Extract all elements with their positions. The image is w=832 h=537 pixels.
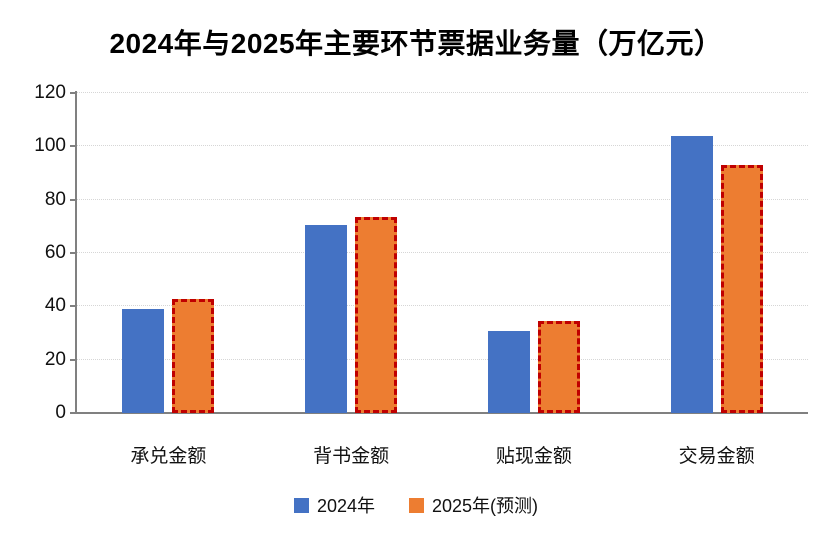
gridline-100 bbox=[77, 145, 808, 147]
legend-item-2024: 2024年 bbox=[293, 492, 375, 518]
legend-swatch-2024 bbox=[293, 497, 309, 513]
legend-label-2024: 2024年 bbox=[316, 496, 375, 516]
bar-2025-forecast-4 bbox=[720, 165, 763, 413]
y-axis-line bbox=[75, 91, 77, 414]
gridline-80 bbox=[77, 198, 808, 200]
y-tick-label-100: 100 bbox=[34, 135, 66, 157]
bar-2025-forecast-2 bbox=[355, 217, 398, 413]
y-tick-label-60: 60 bbox=[44, 242, 66, 263]
bar-2024-1 bbox=[122, 309, 165, 413]
bar-2025-forecast-3 bbox=[537, 321, 580, 413]
legend-item-2025-forecast: 2025年(预测) bbox=[409, 492, 538, 518]
y-tick-mark-20 bbox=[70, 358, 76, 361]
legend-swatch-2025-forecast bbox=[409, 497, 424, 513]
y-tick-mark-40 bbox=[70, 305, 76, 308]
x-category-label-1: 承兑金额 bbox=[130, 446, 207, 467]
y-tick-mark-80 bbox=[70, 198, 76, 201]
y-tick-label-0: 0 bbox=[55, 402, 66, 423]
gridline-120 bbox=[77, 92, 808, 93]
gridline-60 bbox=[77, 252, 808, 253]
x-category-label-4: 交易金额 bbox=[678, 446, 755, 467]
y-tick-mark-60 bbox=[70, 252, 76, 254]
x-category-label-3: 贴现金额 bbox=[495, 446, 572, 467]
chart-title: 2024年与2025年主要环节票据业务量（万亿元） bbox=[109, 28, 723, 59]
y-tick-mark-120 bbox=[70, 92, 76, 94]
x-category-label-2: 背书金额 bbox=[313, 446, 390, 467]
x-axis-line bbox=[70, 412, 808, 414]
bar-2025-forecast-1 bbox=[172, 298, 215, 413]
legend-label-2025-forecast: 2025年(预测) bbox=[432, 496, 539, 516]
y-tick-label-120: 120 bbox=[34, 82, 66, 103]
y-tick-label-80: 80 bbox=[44, 188, 66, 210]
legend: 2024年 2025年(预测) bbox=[0, 492, 832, 518]
bar-2024-4 bbox=[670, 136, 713, 413]
y-tick-mark-100 bbox=[70, 145, 76, 148]
bar-2024-3 bbox=[487, 330, 530, 413]
y-tick-label-20: 20 bbox=[44, 348, 66, 370]
gridline-40 bbox=[77, 305, 808, 307]
gridline-20 bbox=[77, 358, 808, 360]
bar-2024-2 bbox=[305, 225, 348, 413]
y-tick-label-40: 40 bbox=[44, 295, 66, 317]
